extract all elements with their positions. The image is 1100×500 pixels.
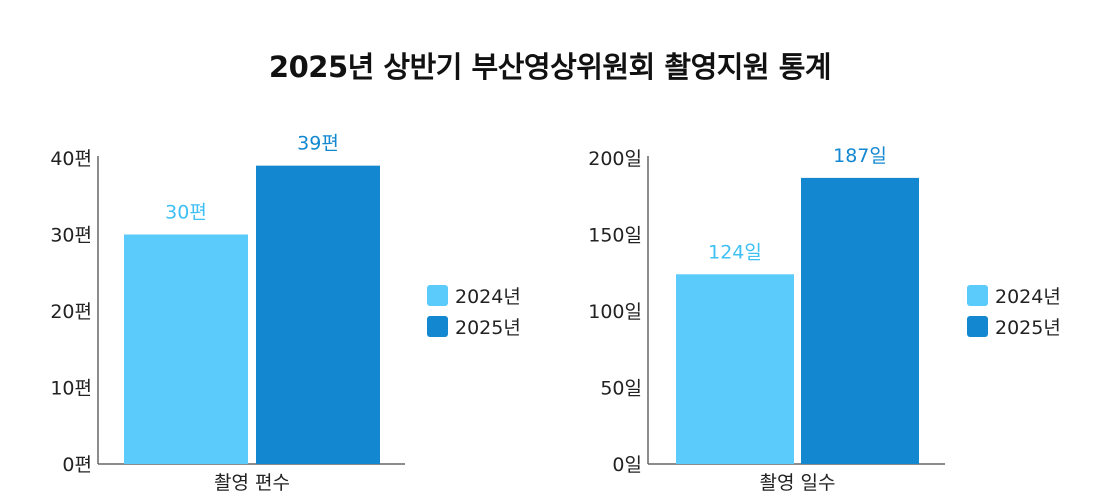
category-label: 촬영 일수 — [760, 472, 836, 494]
y-tick-label: 0편 — [62, 454, 92, 476]
legend-label: 2025년 — [455, 317, 521, 339]
legend-label: 2025년 — [995, 317, 1061, 339]
y-tick-label: 200일 — [588, 148, 642, 170]
bar-data-label: 187일 — [833, 145, 887, 167]
bar-data-label: 30편 — [165, 202, 207, 224]
bar-2024 — [124, 234, 248, 464]
chart-title: 2025년 상반기 부산영상위원회 촬영지원 통계 — [268, 50, 832, 84]
y-tick-label: 20편 — [50, 301, 92, 323]
legend-swatch — [967, 316, 988, 337]
bar-2024 — [676, 274, 794, 464]
y-tick-label: 30편 — [50, 225, 92, 247]
y-tick-label: 40편 — [50, 148, 92, 170]
y-tick-label: 50일 — [600, 378, 642, 400]
legend-swatch — [427, 285, 448, 306]
legend-label: 2024년 — [455, 286, 521, 308]
bar-2025 — [801, 177, 919, 464]
legend-swatch — [967, 285, 988, 306]
y-tick-label: 150일 — [588, 225, 642, 247]
category-label: 촬영 편수 — [214, 472, 290, 494]
legend-swatch — [427, 316, 448, 337]
bar-data-label: 39편 — [297, 133, 339, 155]
bar-data-label: 124일 — [708, 241, 762, 263]
y-tick-label: 10편 — [50, 378, 92, 400]
y-tick-label: 0일 — [612, 454, 642, 476]
bar-2025 — [256, 165, 380, 464]
legend-label: 2024년 — [995, 286, 1061, 308]
y-tick-label: 100일 — [588, 301, 642, 323]
